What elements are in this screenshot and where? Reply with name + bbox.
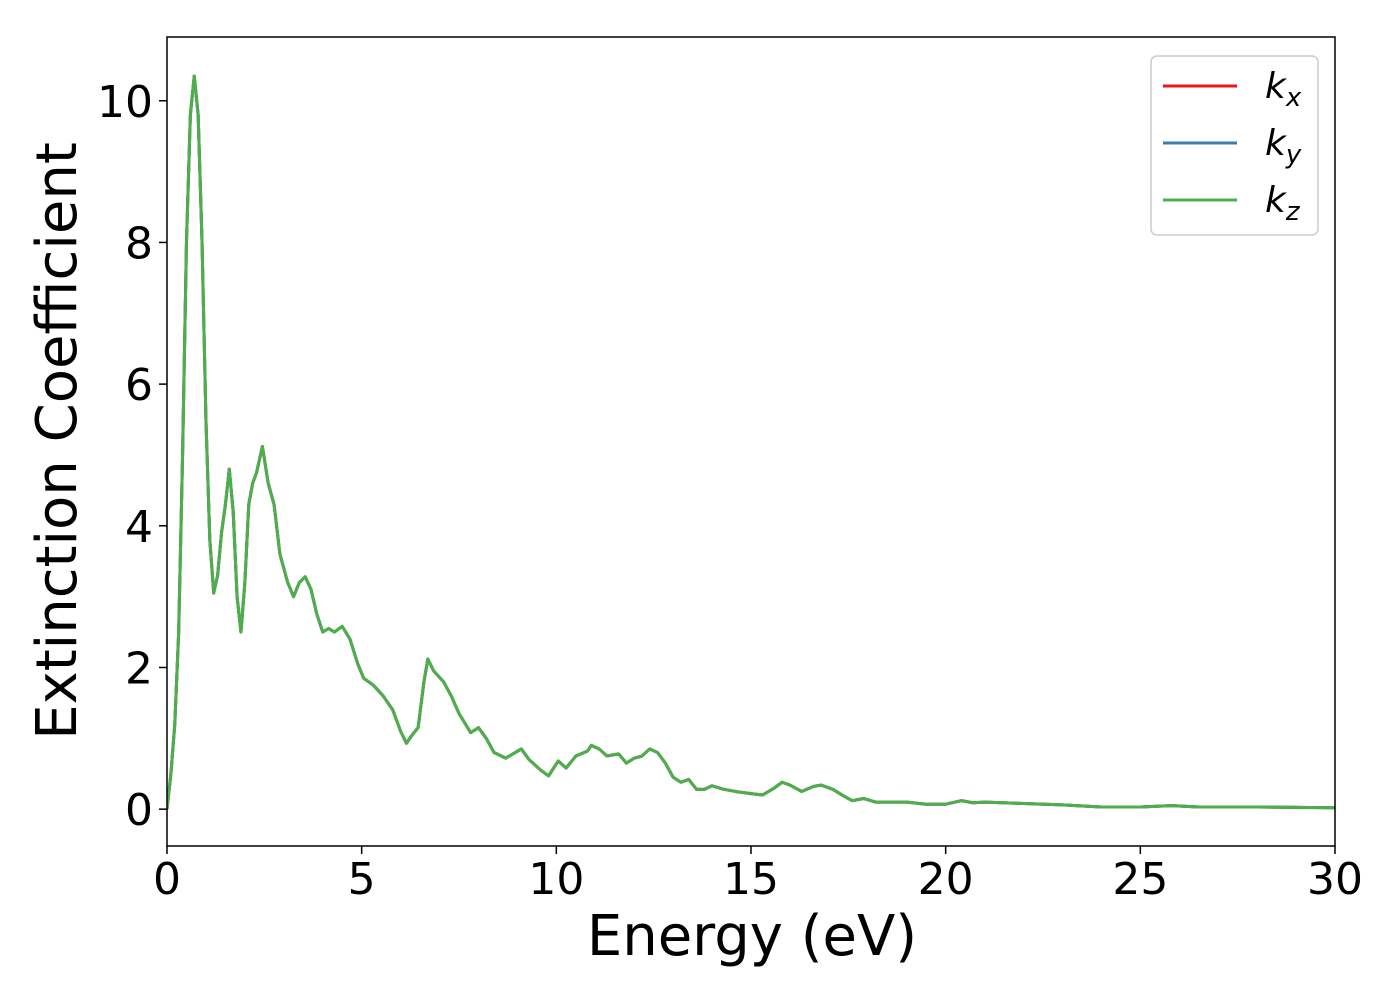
y-tick-label: 0 [125,785,153,836]
legend-box [1150,55,1319,236]
x-axis-label: Energy (eV) [587,904,917,969]
plot-frame [166,36,1336,847]
x-tick-label: 30 [1307,854,1363,905]
y-axis-label: Extinction Coefficient [25,142,90,740]
legend-label: ky [1265,123,1302,170]
y-tick-label: 6 [125,360,153,411]
x-tick-label: 20 [918,854,974,905]
x-tick-label: 0 [153,854,181,905]
y-tick-label: 4 [125,502,153,553]
x-tick-label: 5 [348,854,376,905]
series-line [167,74,1335,810]
legend-label: kz [1265,180,1301,227]
y-tick-label: 2 [125,643,153,694]
x-tick-label: 10 [528,854,584,905]
y-tick-label: 10 [97,77,153,128]
y-tick-label: 8 [125,218,153,269]
x-tick-label: 25 [1112,854,1168,905]
legend-label: kx [1265,66,1302,113]
x-tick-label: 15 [723,854,779,905]
